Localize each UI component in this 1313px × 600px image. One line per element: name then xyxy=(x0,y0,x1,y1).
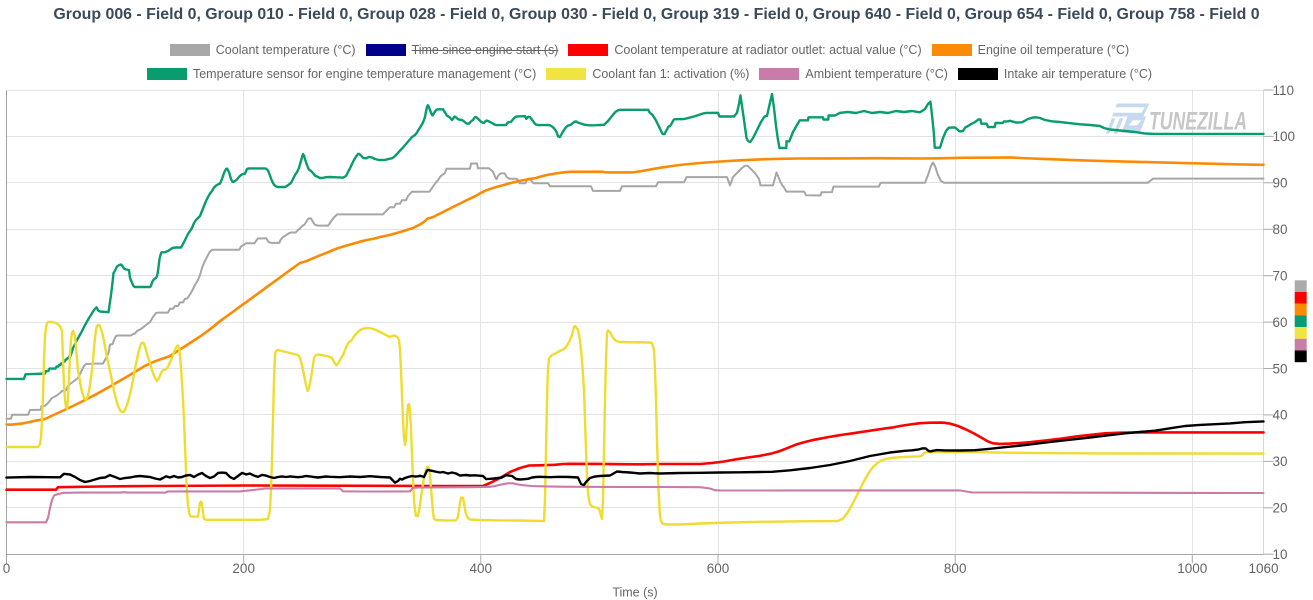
svg-text:110: 110 xyxy=(1273,83,1295,98)
svg-text:40: 40 xyxy=(1273,408,1288,423)
svg-text:30: 30 xyxy=(1273,454,1288,469)
svg-text:0: 0 xyxy=(3,561,11,576)
svg-text:50: 50 xyxy=(1273,361,1288,376)
svg-text:20: 20 xyxy=(1273,501,1288,516)
svg-text:10: 10 xyxy=(1273,547,1288,562)
svg-text:600: 600 xyxy=(707,561,730,576)
svg-text:800: 800 xyxy=(944,561,967,576)
svg-text:100: 100 xyxy=(1273,129,1296,144)
svg-text:200: 200 xyxy=(232,561,255,576)
svg-text:70: 70 xyxy=(1273,269,1288,284)
svg-text:80: 80 xyxy=(1273,222,1288,237)
svg-text:90: 90 xyxy=(1273,176,1288,191)
svg-text:400: 400 xyxy=(470,561,493,576)
svg-text:TUNEZILLA: TUNEZILLA xyxy=(1149,108,1247,136)
svg-text:1060: 1060 xyxy=(1248,561,1278,576)
svg-text:Time (s): Time (s) xyxy=(612,586,657,600)
svg-text:60: 60 xyxy=(1273,315,1288,330)
svg-text:1000: 1000 xyxy=(1177,561,1207,576)
